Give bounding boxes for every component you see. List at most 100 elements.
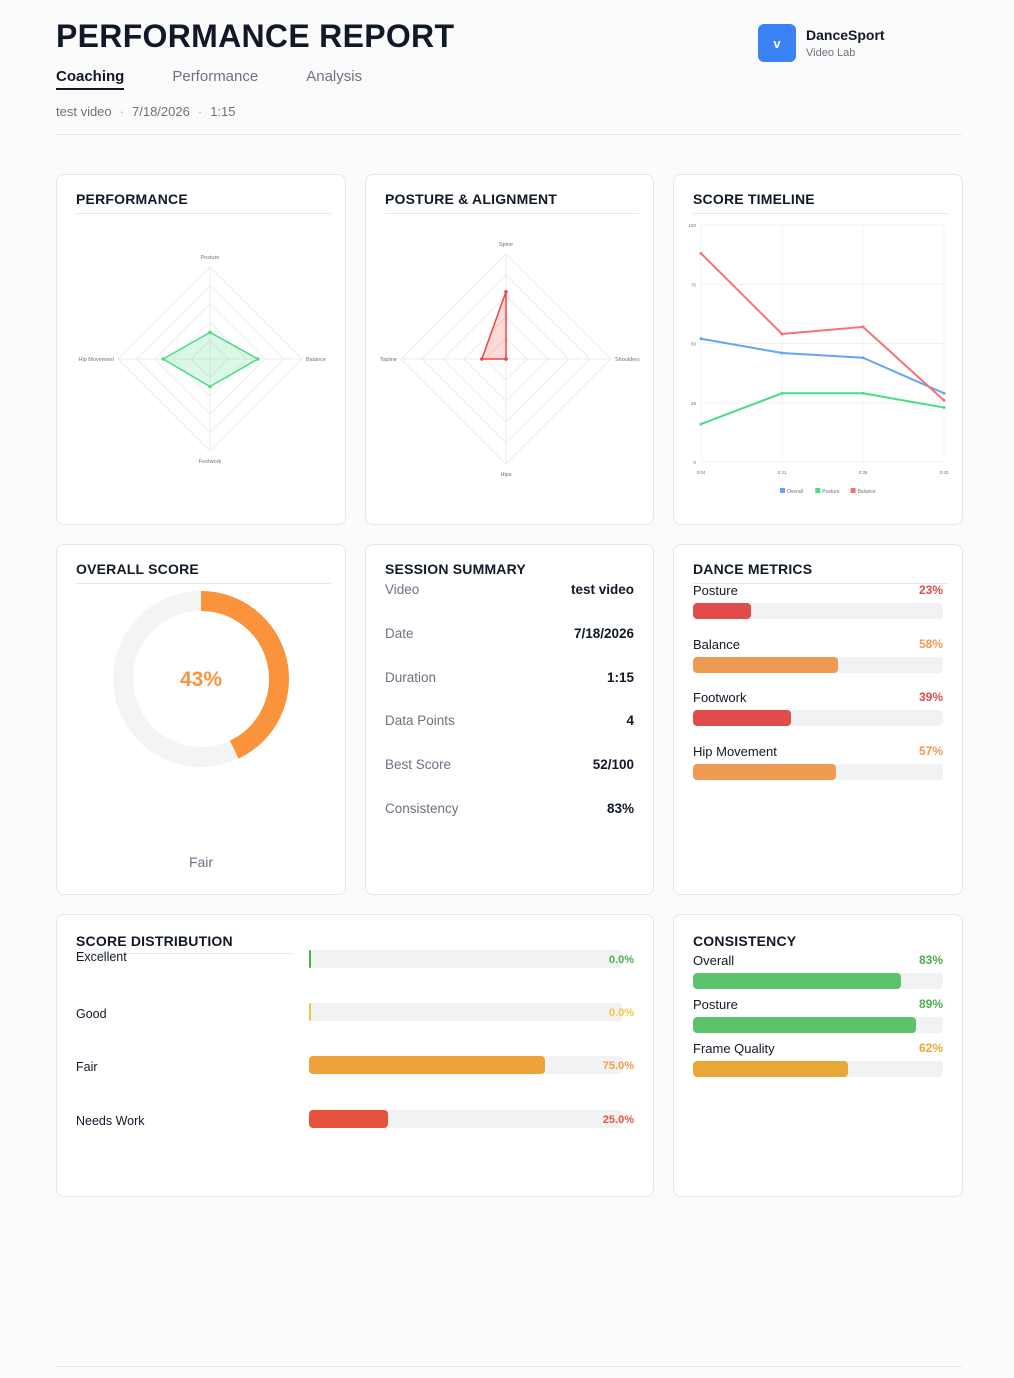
distribution-bar-track [309,1003,623,1021]
radar-axis-label: Posture [201,255,220,261]
metric-percent: 57% [918,744,943,758]
summary-row: Video test video [385,582,634,597]
summary-value: 52/100 [592,757,634,772]
metric-item: Posture 23% [693,583,943,619]
card-title: SESSION SUMMARY [385,561,526,577]
timeline-data-point [861,325,865,329]
donut-score-label: 43% [180,668,222,691]
timeline-legend-swatch [780,488,785,493]
radar-axis-label: Hips [500,472,511,478]
tab-analysis[interactable]: Analysis [306,68,363,85]
posture-radar-chart: Spine Shoulders Hips Topline [380,242,640,478]
overall-score-card: OVERALL SCORE 43% Fair [56,544,346,895]
card-title: POSTURE & ALIGNMENT [385,191,558,207]
timeline-legend-label: Posture [822,489,839,495]
summary-label: Data Points [385,713,455,728]
distribution-percent: 0.0% [608,954,634,966]
timeline-x-tick: 0:38 [859,470,868,475]
meta-separator: · [119,104,124,119]
brand-subtitle: Video Lab [806,47,856,59]
timeline-card: SCORE TIMELINE 0 25 50 75 100 0:04 0:21 0:38 0:4… [673,174,963,525]
timeline-data-point [699,251,703,255]
timeline-y-tick: 0 [693,460,696,465]
consistency-label: Posture [693,997,738,1012]
distribution-row: Fair 75.0% [76,1056,634,1078]
card-title: SCORE DISTRIBUTION [76,933,233,949]
timeline-y-tick: 100 [688,223,696,228]
session-summary-card: SESSION SUMMARY Video test video Date 7/… [365,544,654,895]
summary-value: 7/18/2026 [573,626,634,641]
overall-rating: Fair [188,854,214,870]
card-title: DANCE METRICS [693,561,813,577]
metric-bar-fill [693,764,836,780]
consistency-item: Overall 83% [693,953,943,989]
summary-label: Duration [385,670,437,685]
timeline-legend-label: Overall [787,489,803,495]
metric-percent: 39% [918,690,943,704]
card-divider [385,213,639,214]
summary-label: Best Score [385,757,452,772]
metric-item: Balance 58% [693,637,943,673]
radar-axis-label: Spine [499,242,513,248]
timeline-y-tick: 25 [691,401,697,406]
timeline-x-tick: 0:21 [778,470,787,475]
brand: v DanceSport Video Lab [758,24,885,62]
distribution-bar-track [309,1056,623,1074]
summary-value: 4 [626,713,634,728]
card-divider [76,213,331,214]
summary-label: Date [385,626,414,641]
card-divider [693,583,948,584]
score-distribution-card: SCORE DISTRIBUTION Excellent 0.0% Good 0… [56,914,654,1197]
metric-bar-track [693,764,943,780]
metric-item: Hip Movement 57% [693,744,943,780]
summary-label: Video [385,582,420,597]
distribution-bar-fill [309,1003,311,1021]
tab-bar: Coaching Performance Analysis [56,68,362,90]
footer-divider [56,1366,962,1367]
consistency-percent: 83% [918,953,943,967]
tab-performance[interactable]: Performance [172,68,259,85]
summary-value: 83% [606,801,634,816]
consistency-bar-track [693,1017,943,1033]
tab-coaching[interactable]: Coaching [56,68,125,90]
timeline-data-point [942,405,946,409]
timeline-series-line [700,392,945,426]
consistency-bar-fill [693,1061,848,1077]
radar-data-area [161,331,260,388]
summary-row: Duration 1:15 [385,670,634,685]
consistency-label: Frame Quality [693,1041,775,1056]
metric-label: Balance [693,637,740,652]
card-title: CONSISTENCY [693,933,797,949]
summary-label: Consistency [385,801,459,816]
distribution-label: Excellent [76,950,127,964]
header-divider [56,134,962,135]
donut-score-arc [200,591,289,759]
distribution-label: Fair [76,1060,98,1074]
consistency-item: Posture 89% [693,997,943,1033]
performance-card: PERFORMANCE Posture Balance Footwork Hip Mo… [56,174,346,525]
card-divider [76,953,293,954]
card-divider [76,583,331,584]
card-title: PERFORMANCE [76,191,188,207]
metric-label: Footwork [693,690,747,705]
timeline-data-point [780,351,784,355]
performance-radar-chart: Posture Balance Footwork Hip Movement [79,255,326,465]
metric-label: Hip Movement [693,744,777,759]
timeline-legend-swatch [815,488,821,493]
metric-bar-track [693,710,943,726]
distribution-bar-track [309,1110,623,1128]
timeline-data-point [942,391,946,395]
consistency-percent: 62% [918,1041,943,1055]
summary-row: Consistency 83% [385,801,634,816]
consistency-label: Overall [693,953,735,968]
distribution-row: Good 0.0% [76,1003,634,1025]
consistency-bar-fill [693,973,901,989]
consistency-item: Frame Quality 62% [693,1041,943,1077]
radar-data-point [504,290,508,294]
timeline-legend-label: Balance [858,489,876,495]
brand-logo: v [758,24,796,62]
metric-percent: 23% [918,583,943,597]
timeline-data-point [942,398,946,402]
distribution-row: Needs Work 25.0% [76,1110,634,1132]
